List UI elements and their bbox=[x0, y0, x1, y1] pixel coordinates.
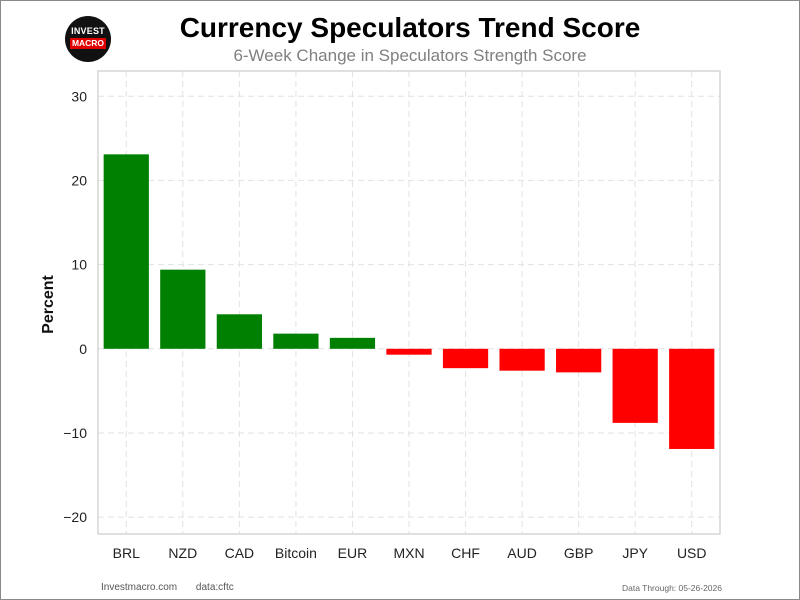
bar-nzd bbox=[160, 269, 206, 349]
bar-gbp bbox=[556, 348, 602, 373]
logo-line1: INVEST bbox=[71, 26, 105, 36]
footer-source: data:cftc bbox=[195, 582, 234, 593]
logo-line2: MACRO bbox=[70, 38, 106, 49]
plot-area-border bbox=[97, 70, 721, 535]
x-tick-label: NZD bbox=[168, 545, 197, 561]
x-tick-label: CHF bbox=[451, 545, 480, 561]
x-tick-label: GBP bbox=[564, 545, 594, 561]
footer-left: Investmacro.com data:cftc bbox=[101, 582, 250, 593]
y-tick-label: 30 bbox=[71, 88, 87, 104]
investmacro-logo: INVEST MACRO bbox=[65, 16, 111, 62]
bar-jpy bbox=[612, 348, 658, 423]
bar-bitcoin bbox=[273, 333, 319, 349]
y-tick-label: 10 bbox=[71, 257, 87, 273]
y-tick-label: −20 bbox=[63, 509, 87, 525]
footer-data-through: Data Through: 05-26-2026 bbox=[621, 583, 722, 593]
x-tick-label: MXN bbox=[393, 545, 424, 561]
x-tick-label: JPY bbox=[622, 545, 648, 561]
y-tick-label: 20 bbox=[71, 172, 87, 188]
bar-mxn bbox=[386, 348, 432, 355]
x-tick-label: BRL bbox=[113, 545, 140, 561]
x-tick-label: CAD bbox=[225, 545, 255, 561]
footer-site: Investmacro.com bbox=[101, 582, 178, 593]
bar-eur bbox=[329, 337, 376, 349]
x-tick-label: USD bbox=[677, 545, 707, 561]
y-axis-label: Percent bbox=[40, 274, 57, 333]
bar-chf bbox=[442, 348, 489, 369]
x-tick-label: AUD bbox=[507, 545, 537, 561]
bar-brl bbox=[103, 154, 149, 349]
x-tick-label: Bitcoin bbox=[275, 545, 317, 561]
bar-aud bbox=[499, 348, 545, 371]
chart-title: Currency Speculators Trend Score bbox=[179, 12, 641, 43]
bar-cad bbox=[216, 314, 262, 349]
y-tick-label: −10 bbox=[63, 425, 87, 441]
x-tick-label: EUR bbox=[338, 545, 368, 561]
chart-subtitle: 6-Week Change in Speculators Strength Sc… bbox=[233, 46, 587, 65]
bar-usd bbox=[669, 348, 715, 449]
y-tick-label: 0 bbox=[79, 341, 87, 357]
